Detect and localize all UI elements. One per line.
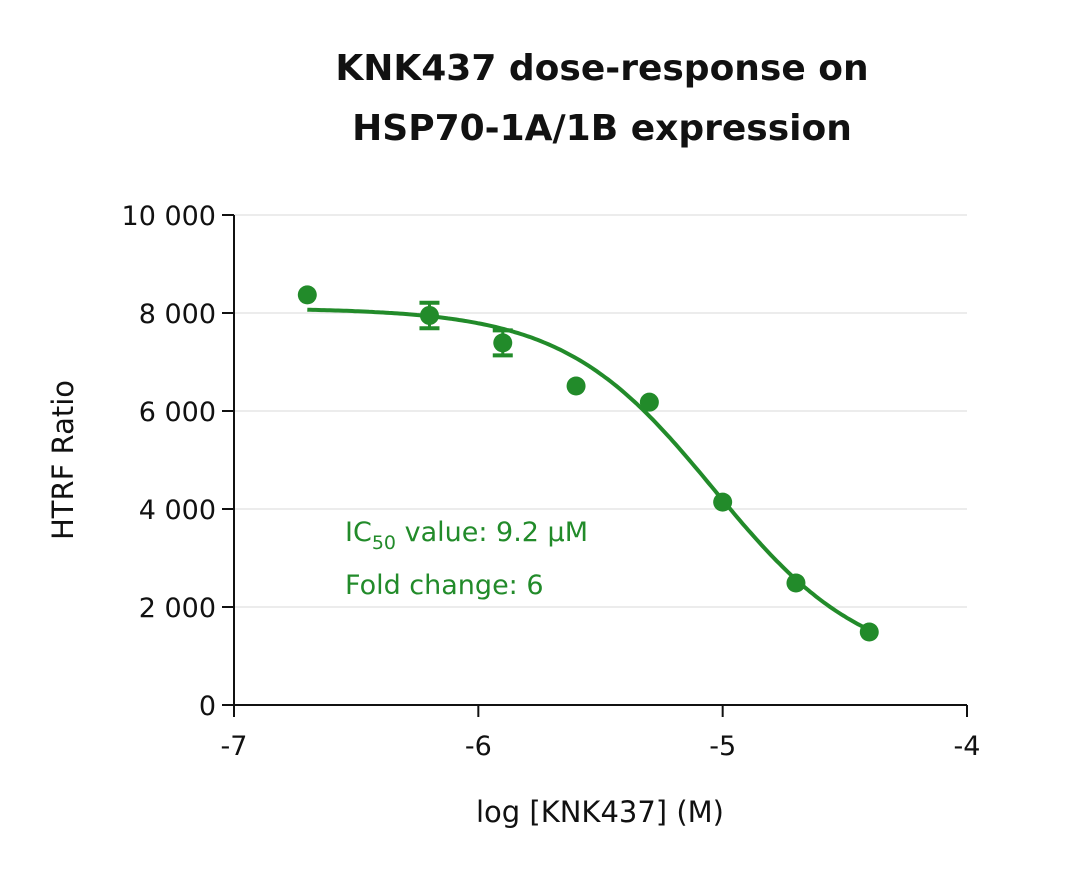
x-axis-label: log [KNK437] (M) [476,795,724,829]
y-axis-label: HTRF Ratio [46,380,80,540]
x-tick-label: -5 [709,731,736,762]
y-tick-label: 4 000 [139,495,216,526]
x-tick-label: -4 [954,731,981,762]
tick-labels: 0 2 000 4 000 6 000 8 000 10 000 -7 -6 -5 -4 [122,201,981,762]
x-tick-label: -7 [221,731,248,762]
gridlines [234,214,967,608]
data-point [713,492,733,512]
y-tick-label: 0 [199,691,216,722]
x-tick-label: -6 [465,731,492,762]
data-point [639,392,659,412]
data-point [419,305,439,325]
data-point [493,333,513,353]
y-tick-label: 6 000 [139,397,216,428]
chart-title-line-2: HSP70-1A/1B expression [352,108,852,149]
data-point [297,285,317,305]
y-tick-label: 8 000 [139,299,216,330]
chart-title-line-1: KNK437 dose-response on [335,48,868,89]
axes [222,214,968,717]
y-tick-label: 2 000 [139,593,216,624]
data-point [566,376,586,396]
ic50-annotation: IC50 value: 9.2 µM [345,517,588,554]
fit-curve [307,307,871,632]
fold-change-annotation: Fold change: 6 [345,570,544,601]
data-point [786,573,806,593]
data-points [297,285,879,642]
data-point [859,622,879,642]
y-tick-label: 10 000 [122,201,216,232]
